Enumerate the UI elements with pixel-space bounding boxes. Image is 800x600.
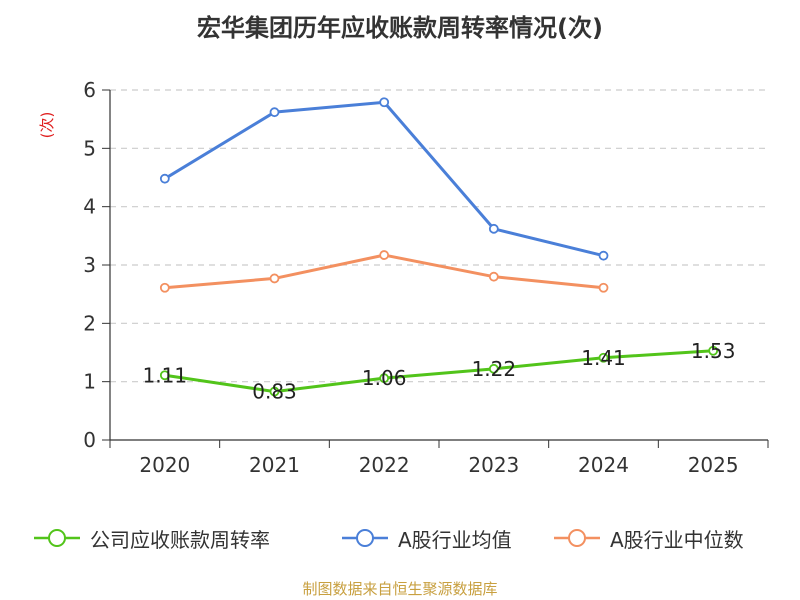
data-point-1 (488, 223, 499, 234)
legend-median-line-icon (554, 529, 600, 547)
data-point-1 (379, 97, 390, 108)
legend-label-industry-median: A股行业中位数 (610, 527, 744, 552)
y-tick-label: 1 (83, 370, 96, 394)
legend-mean-line-icon (342, 529, 388, 547)
data-point-1 (598, 250, 609, 261)
legend: 公司应收账款周转率 A股行业均值 A股行业中位数 (0, 518, 800, 558)
data-point-0 (269, 386, 280, 397)
x-tick-label: 2023 (468, 453, 519, 477)
y-tick-label: 5 (83, 136, 96, 160)
data-point-2 (379, 250, 390, 260)
y-tick-label: 0 (83, 428, 96, 452)
series-line-0 (164, 349, 714, 394)
y-tick-label: 4 (83, 195, 96, 219)
data-labels: 1.11 0.83 1.06 1.22 1.41 1.53 (143, 339, 736, 404)
data-point-0 (379, 373, 390, 384)
x-tick-label: 2021 (249, 453, 300, 477)
data-point-0 (488, 363, 499, 374)
data-point-0 (159, 370, 170, 381)
x-tick-label: 2024 (578, 453, 629, 477)
data-point-1 (159, 173, 170, 184)
data-label: 1.22 (472, 357, 517, 381)
chart-title: 宏华集团历年应收账款周转率情况(次) (197, 14, 603, 42)
data-point-2 (598, 282, 609, 293)
source-note: 制图数据来自恒生聚源数据库 (302, 580, 498, 598)
data-point-1 (269, 107, 280, 118)
grid-lines (110, 89, 768, 383)
series-line-1 (164, 100, 604, 258)
series (159, 97, 719, 397)
data-point-2 (269, 273, 280, 284)
legend-company-line-icon (34, 529, 80, 547)
x-tick-label: 2025 (688, 453, 739, 477)
data-point-2 (488, 271, 499, 282)
legend-label-company: 公司应收账款周转率 (90, 527, 270, 552)
y-tick-label: 3 (83, 253, 96, 277)
legend-label-industry-mean: A股行业均值 (398, 527, 512, 552)
data-label: 1.06 (362, 366, 407, 390)
data-point-0 (598, 352, 609, 363)
series-line-2 (164, 253, 604, 290)
y-tick-label: 2 (83, 311, 96, 335)
data-label: 1.11 (143, 363, 188, 387)
legend-item-industry-mean[interactable]: A股行业均值 (340, 518, 512, 558)
data-label: 1.41 (581, 346, 626, 370)
data-label: 0.83 (252, 380, 297, 404)
x-tick-label: 2020 (139, 453, 190, 477)
data-point-0 (708, 345, 719, 356)
x-tick-label: 2022 (359, 453, 410, 477)
legend-item-company[interactable]: 公司应收账款周转率 (32, 518, 270, 558)
y-axis-title: (次) (38, 112, 56, 139)
legend-item-industry-median[interactable]: A股行业中位数 (552, 518, 744, 558)
data-label: 1.53 (691, 339, 736, 363)
data-point-2 (159, 282, 170, 293)
axes: 0 1 2 3 4 5 6 (次) 2020 2021 2022 2023 2024 2025 (38, 78, 769, 477)
y-tick-label: 6 (83, 78, 96, 102)
